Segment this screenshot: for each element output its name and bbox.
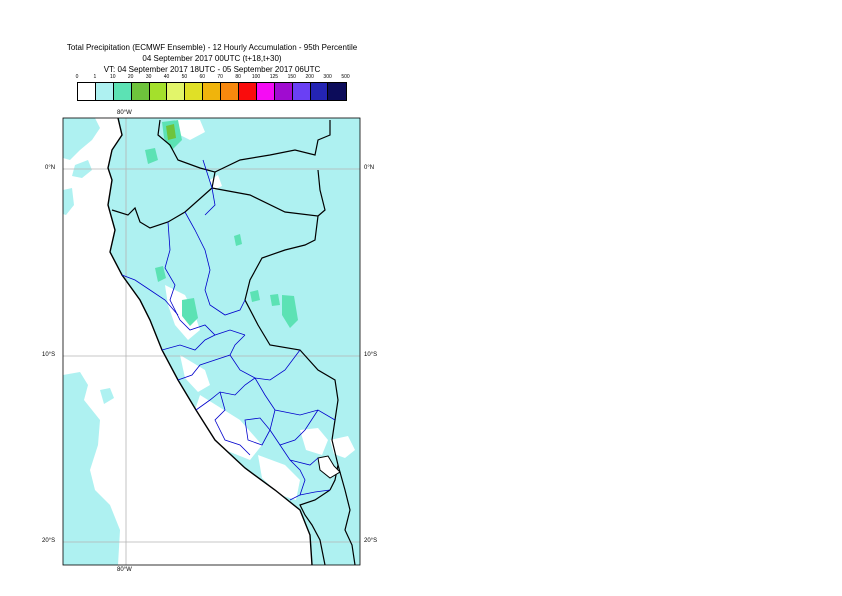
legend-threshold-label: 1 <box>93 74 97 80</box>
admin-borders <box>121 159 336 501</box>
legend-threshold-label: 30 <box>145 74 152 80</box>
legend-swatch <box>221 83 240 100</box>
color-legend <box>77 82 348 101</box>
dry-inland-patch <box>175 120 205 140</box>
legend-threshold-label: 10 <box>110 74 116 80</box>
dry-inland-patch <box>258 455 300 500</box>
dry-inland-patch <box>180 355 210 392</box>
national-border <box>317 169 326 217</box>
ocean-precip-patch <box>63 118 100 160</box>
dry-inland-patch <box>195 395 262 460</box>
legend-swatch <box>203 83 222 100</box>
dry-inland-patch <box>210 175 222 190</box>
legend-threshold-label: 0 <box>75 74 79 80</box>
chart-title-block: Total Precipitation (ECMWF Ensemble) - 1… <box>0 42 424 75</box>
lat-label-0-left: 0°N <box>45 165 56 171</box>
dry-inland-patch <box>330 436 355 458</box>
title-line-1: Total Precipitation (ECMWF Ensemble) - 1… <box>66 43 358 52</box>
precip-patch-moderate <box>155 266 166 282</box>
legend-threshold-label: 40 <box>163 74 170 80</box>
dry-inland-patch <box>300 428 328 455</box>
legend-swatch <box>149 83 168 100</box>
legend-swatch <box>256 83 275 100</box>
legend-threshold-label: 125 <box>269 74 279 80</box>
legend-swatch <box>95 83 114 100</box>
ocean-precip-patch <box>63 188 74 215</box>
legend-swatch <box>310 83 329 100</box>
dry-ocean-area <box>63 118 312 565</box>
legend-swatch <box>113 83 132 100</box>
lat-label-0-right: 0°N <box>364 165 375 171</box>
legend-swatch <box>328 83 347 100</box>
coastline <box>107 118 313 565</box>
legend-threshold-label: 150 <box>287 74 296 80</box>
precip-patch-moderate <box>250 290 260 302</box>
legend-swatch <box>78 83 96 100</box>
ocean-precip-patch <box>63 372 120 565</box>
precip-patch-moderate <box>270 294 280 306</box>
legend-swatch <box>131 83 150 100</box>
legend-threshold-label: 200 <box>305 74 314 80</box>
legend-swatch <box>167 83 186 100</box>
map-frame <box>62 117 361 566</box>
legend-swatch <box>239 83 257 100</box>
legend-swatch <box>292 83 311 100</box>
lat-label-10s-left: 10°S <box>42 352 56 358</box>
legend-swatch <box>274 83 293 100</box>
legend-threshold-label: 70 <box>217 74 223 80</box>
legend-threshold-label: 50 <box>181 74 188 80</box>
legend-threshold-label: 60 <box>199 74 206 80</box>
title-line-3: VT: 04 September 2017 18UTC - 05 Septemb… <box>103 65 321 74</box>
lat-label-20s-right: 20°S <box>364 538 378 544</box>
legend-threshold-label: 20 <box>127 74 134 80</box>
title-line-2: 04 September 2017 00UTC (t+18,t+30) <box>142 54 282 63</box>
legend-threshold-label: 500 <box>341 74 350 80</box>
legend-swatch <box>185 83 204 100</box>
precip-patch-moderate <box>282 295 298 328</box>
lat-label-20s-left: 20°S <box>42 538 56 544</box>
precip-patch-moderate <box>145 148 158 164</box>
precip-patch-moderate <box>182 298 198 326</box>
legend-threshold-label: 80 <box>235 74 241 80</box>
national-border <box>211 187 339 491</box>
lat-label-10s-right: 10°S <box>364 352 378 358</box>
national-border <box>337 464 356 565</box>
precip-patch-moderate <box>234 234 242 246</box>
lake-titicaca <box>317 455 341 479</box>
ocean-precip-patch <box>100 388 114 404</box>
legend-threshold-label: 300 <box>323 74 332 80</box>
national-border <box>214 120 331 173</box>
legend-threshold-labels: 0 1 10 20 30 40 50 60 70 80 100 125 150 200 300 500 <box>75 74 350 83</box>
lon-label-top: 80°W <box>117 110 132 116</box>
lon-label-bottom: 80°W <box>117 567 132 573</box>
national-border <box>299 489 331 565</box>
legend-threshold-label: 100 <box>251 74 261 80</box>
precip-patch-heavy <box>166 124 176 140</box>
national-border <box>111 187 213 229</box>
